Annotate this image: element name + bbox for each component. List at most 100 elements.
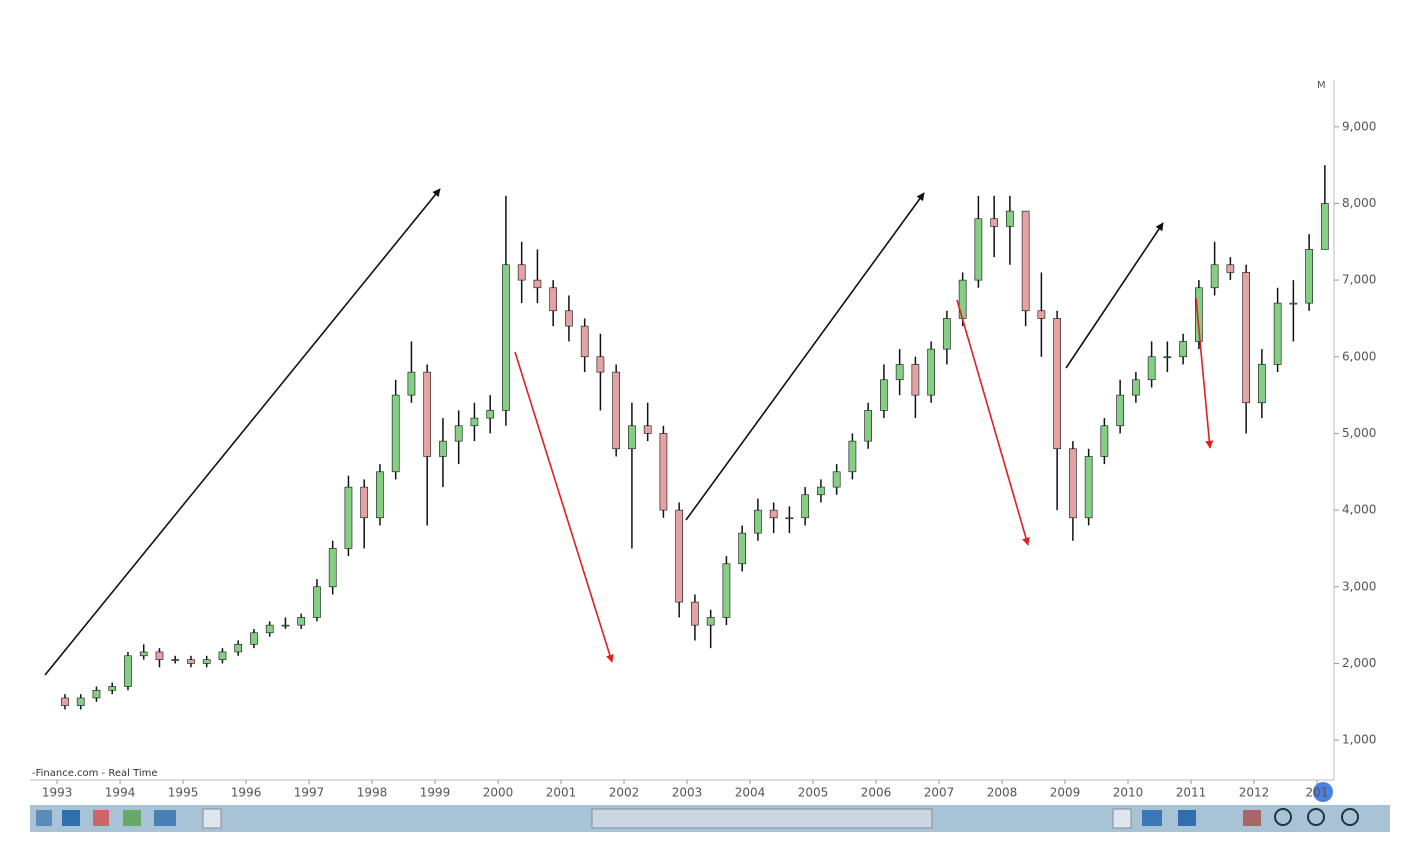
candle-body bbox=[738, 532, 747, 565]
candle-body bbox=[1116, 394, 1124, 427]
x-tick-label: 2012 bbox=[1239, 786, 1270, 800]
candle-body bbox=[328, 548, 337, 588]
candles bbox=[61, 165, 1329, 710]
scroll-thumb[interactable] bbox=[591, 808, 933, 829]
source-label: -Finance.com - Real Time bbox=[32, 768, 158, 779]
y-tick-label: 1,000 bbox=[1342, 733, 1376, 747]
candle-body bbox=[880, 379, 888, 411]
x-tick-label: 1995 bbox=[168, 786, 199, 800]
zoom-icon[interactable] bbox=[1274, 808, 1292, 826]
candle-body bbox=[61, 697, 69, 706]
y-tick-label: 2,000 bbox=[1342, 656, 1376, 670]
candle-body bbox=[1273, 302, 1282, 365]
candle-body bbox=[927, 348, 935, 396]
candle-body bbox=[250, 632, 258, 645]
candle-body bbox=[832, 471, 841, 488]
x-tick-label: 2001 bbox=[546, 786, 577, 800]
candle-body bbox=[313, 586, 321, 618]
candle-body bbox=[895, 364, 904, 381]
candle-body bbox=[1147, 356, 1156, 381]
x-tick-label: 1997 bbox=[294, 786, 325, 800]
candle-body bbox=[1258, 364, 1266, 404]
y-tick-label: 3,000 bbox=[1342, 579, 1376, 593]
y-tick-label: 4,000 bbox=[1342, 503, 1376, 517]
down-arrow bbox=[514, 351, 614, 663]
candle-body bbox=[801, 494, 809, 519]
candle-body bbox=[596, 356, 605, 373]
candle-body bbox=[1100, 425, 1109, 457]
candle-body bbox=[580, 325, 589, 358]
candle-body bbox=[1289, 302, 1298, 305]
tool-icon[interactable] bbox=[1178, 810, 1196, 826]
candle-body bbox=[1021, 210, 1030, 312]
candle-body bbox=[344, 486, 353, 549]
tool-icon[interactable] bbox=[62, 810, 80, 826]
candle-body bbox=[990, 218, 998, 227]
x-tick-label: 2008 bbox=[987, 786, 1018, 800]
tool-icon[interactable] bbox=[36, 810, 52, 826]
tool-icon[interactable] bbox=[93, 810, 109, 826]
candle-body bbox=[659, 433, 668, 511]
candle-body bbox=[817, 486, 825, 496]
tool-icon[interactable] bbox=[1142, 810, 1162, 826]
up-arrow bbox=[685, 192, 925, 521]
zoom-in[interactable] bbox=[1341, 808, 1359, 826]
candle-body bbox=[1210, 264, 1219, 289]
x-tick-label: 1993 bbox=[42, 786, 73, 800]
candle-body bbox=[612, 371, 621, 450]
x-tick-label: 1998 bbox=[357, 786, 388, 800]
candle-body bbox=[76, 697, 85, 706]
candle-body bbox=[628, 425, 636, 450]
zoom-out[interactable] bbox=[1307, 808, 1325, 826]
candle-body bbox=[1006, 210, 1014, 227]
candle-body bbox=[391, 394, 400, 473]
candle-body bbox=[376, 471, 384, 519]
candle-body bbox=[281, 624, 290, 627]
x-tick-label: 2011 bbox=[1176, 786, 1207, 800]
candle-body bbox=[486, 410, 495, 419]
y-tick-label: 8,000 bbox=[1342, 196, 1376, 210]
candle-body bbox=[423, 371, 432, 457]
candle-body bbox=[643, 425, 652, 434]
candle-body bbox=[1179, 341, 1187, 358]
candle-body bbox=[502, 264, 510, 411]
candle-body bbox=[943, 318, 951, 350]
tool-icon[interactable] bbox=[1243, 810, 1261, 826]
scroll-right[interactable] bbox=[1112, 808, 1132, 829]
y-tick-label: 9,000 bbox=[1342, 119, 1376, 133]
candle-body bbox=[407, 371, 416, 396]
candle-body bbox=[108, 686, 117, 691]
candle-body bbox=[533, 279, 542, 289]
candle-body bbox=[265, 624, 274, 634]
tool-icon[interactable] bbox=[123, 810, 141, 826]
scroll-left[interactable] bbox=[202, 808, 222, 829]
y-tick-label: 5,000 bbox=[1342, 426, 1376, 440]
down-arrow bbox=[1195, 297, 1214, 449]
x-tick-label: 1999 bbox=[420, 786, 451, 800]
x-tick-label: 2005 bbox=[798, 786, 829, 800]
scroll-end-button[interactable] bbox=[1313, 782, 1333, 802]
candle-body bbox=[202, 659, 211, 664]
candle-body bbox=[1053, 318, 1061, 450]
x-tick-label: 2009 bbox=[1050, 786, 1081, 800]
candle-body bbox=[1321, 203, 1329, 250]
x-tick-label: 2002 bbox=[609, 786, 640, 800]
candle-body bbox=[360, 486, 369, 519]
candle-body bbox=[155, 651, 164, 660]
candle-body bbox=[1195, 287, 1203, 342]
candle-body bbox=[187, 659, 195, 664]
candle-body bbox=[139, 651, 148, 657]
y-tick-label: 6,000 bbox=[1342, 349, 1376, 363]
trend-arrows bbox=[44, 188, 1214, 676]
candle-body bbox=[1305, 249, 1313, 304]
candle-body bbox=[517, 264, 526, 281]
tool-icon[interactable] bbox=[154, 810, 176, 826]
candle-body bbox=[691, 601, 699, 626]
candle-body bbox=[470, 417, 479, 427]
x-tick-label: 2003 bbox=[672, 786, 703, 800]
candle-body bbox=[864, 410, 872, 442]
candle-body bbox=[92, 689, 101, 699]
x-tick-label: 1996 bbox=[231, 786, 262, 800]
